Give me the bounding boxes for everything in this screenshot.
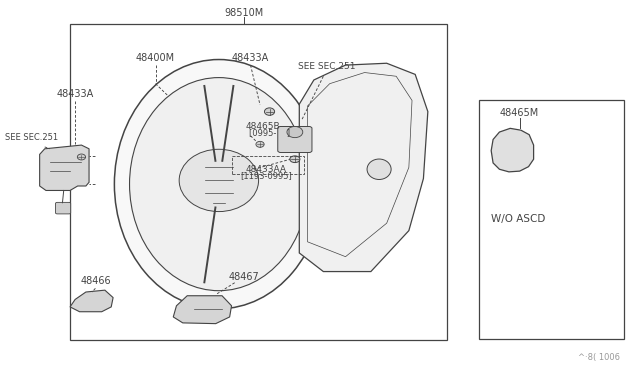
Text: 48433A: 48433A <box>56 89 93 99</box>
Text: 48466: 48466 <box>80 276 111 286</box>
Bar <box>232 156 305 174</box>
Ellipse shape <box>77 154 86 160</box>
Polygon shape <box>300 63 428 272</box>
Ellipse shape <box>264 108 275 115</box>
FancyBboxPatch shape <box>56 202 70 214</box>
Text: [1193-0995]: [1193-0995] <box>241 171 292 180</box>
Text: 48465M: 48465M <box>500 109 540 118</box>
Text: SEE SEC.251: SEE SEC.251 <box>6 133 59 142</box>
Text: 48400M: 48400M <box>136 53 175 62</box>
Polygon shape <box>40 145 89 190</box>
Text: 48465B: 48465B <box>246 122 280 131</box>
Ellipse shape <box>179 149 259 212</box>
Polygon shape <box>173 296 232 324</box>
Text: ^·8( 1006: ^·8( 1006 <box>578 353 620 362</box>
Ellipse shape <box>129 78 308 291</box>
Ellipse shape <box>287 126 303 138</box>
Text: 48433A: 48433A <box>232 53 269 62</box>
Text: [0995-    ]: [0995- ] <box>249 128 290 137</box>
Text: 98510M: 98510M <box>225 8 264 18</box>
Text: W/O ASCD: W/O ASCD <box>492 215 545 224</box>
Polygon shape <box>70 290 113 312</box>
Ellipse shape <box>290 156 300 163</box>
Bar <box>70 24 447 340</box>
Text: SEE SEC.251: SEE SEC.251 <box>298 62 355 71</box>
Text: 48433AA: 48433AA <box>246 165 287 174</box>
Polygon shape <box>491 128 534 172</box>
FancyBboxPatch shape <box>278 126 312 153</box>
Text: 48467: 48467 <box>229 272 260 282</box>
Bar <box>479 100 624 339</box>
Ellipse shape <box>367 159 391 179</box>
Ellipse shape <box>256 141 264 147</box>
Ellipse shape <box>115 60 323 309</box>
